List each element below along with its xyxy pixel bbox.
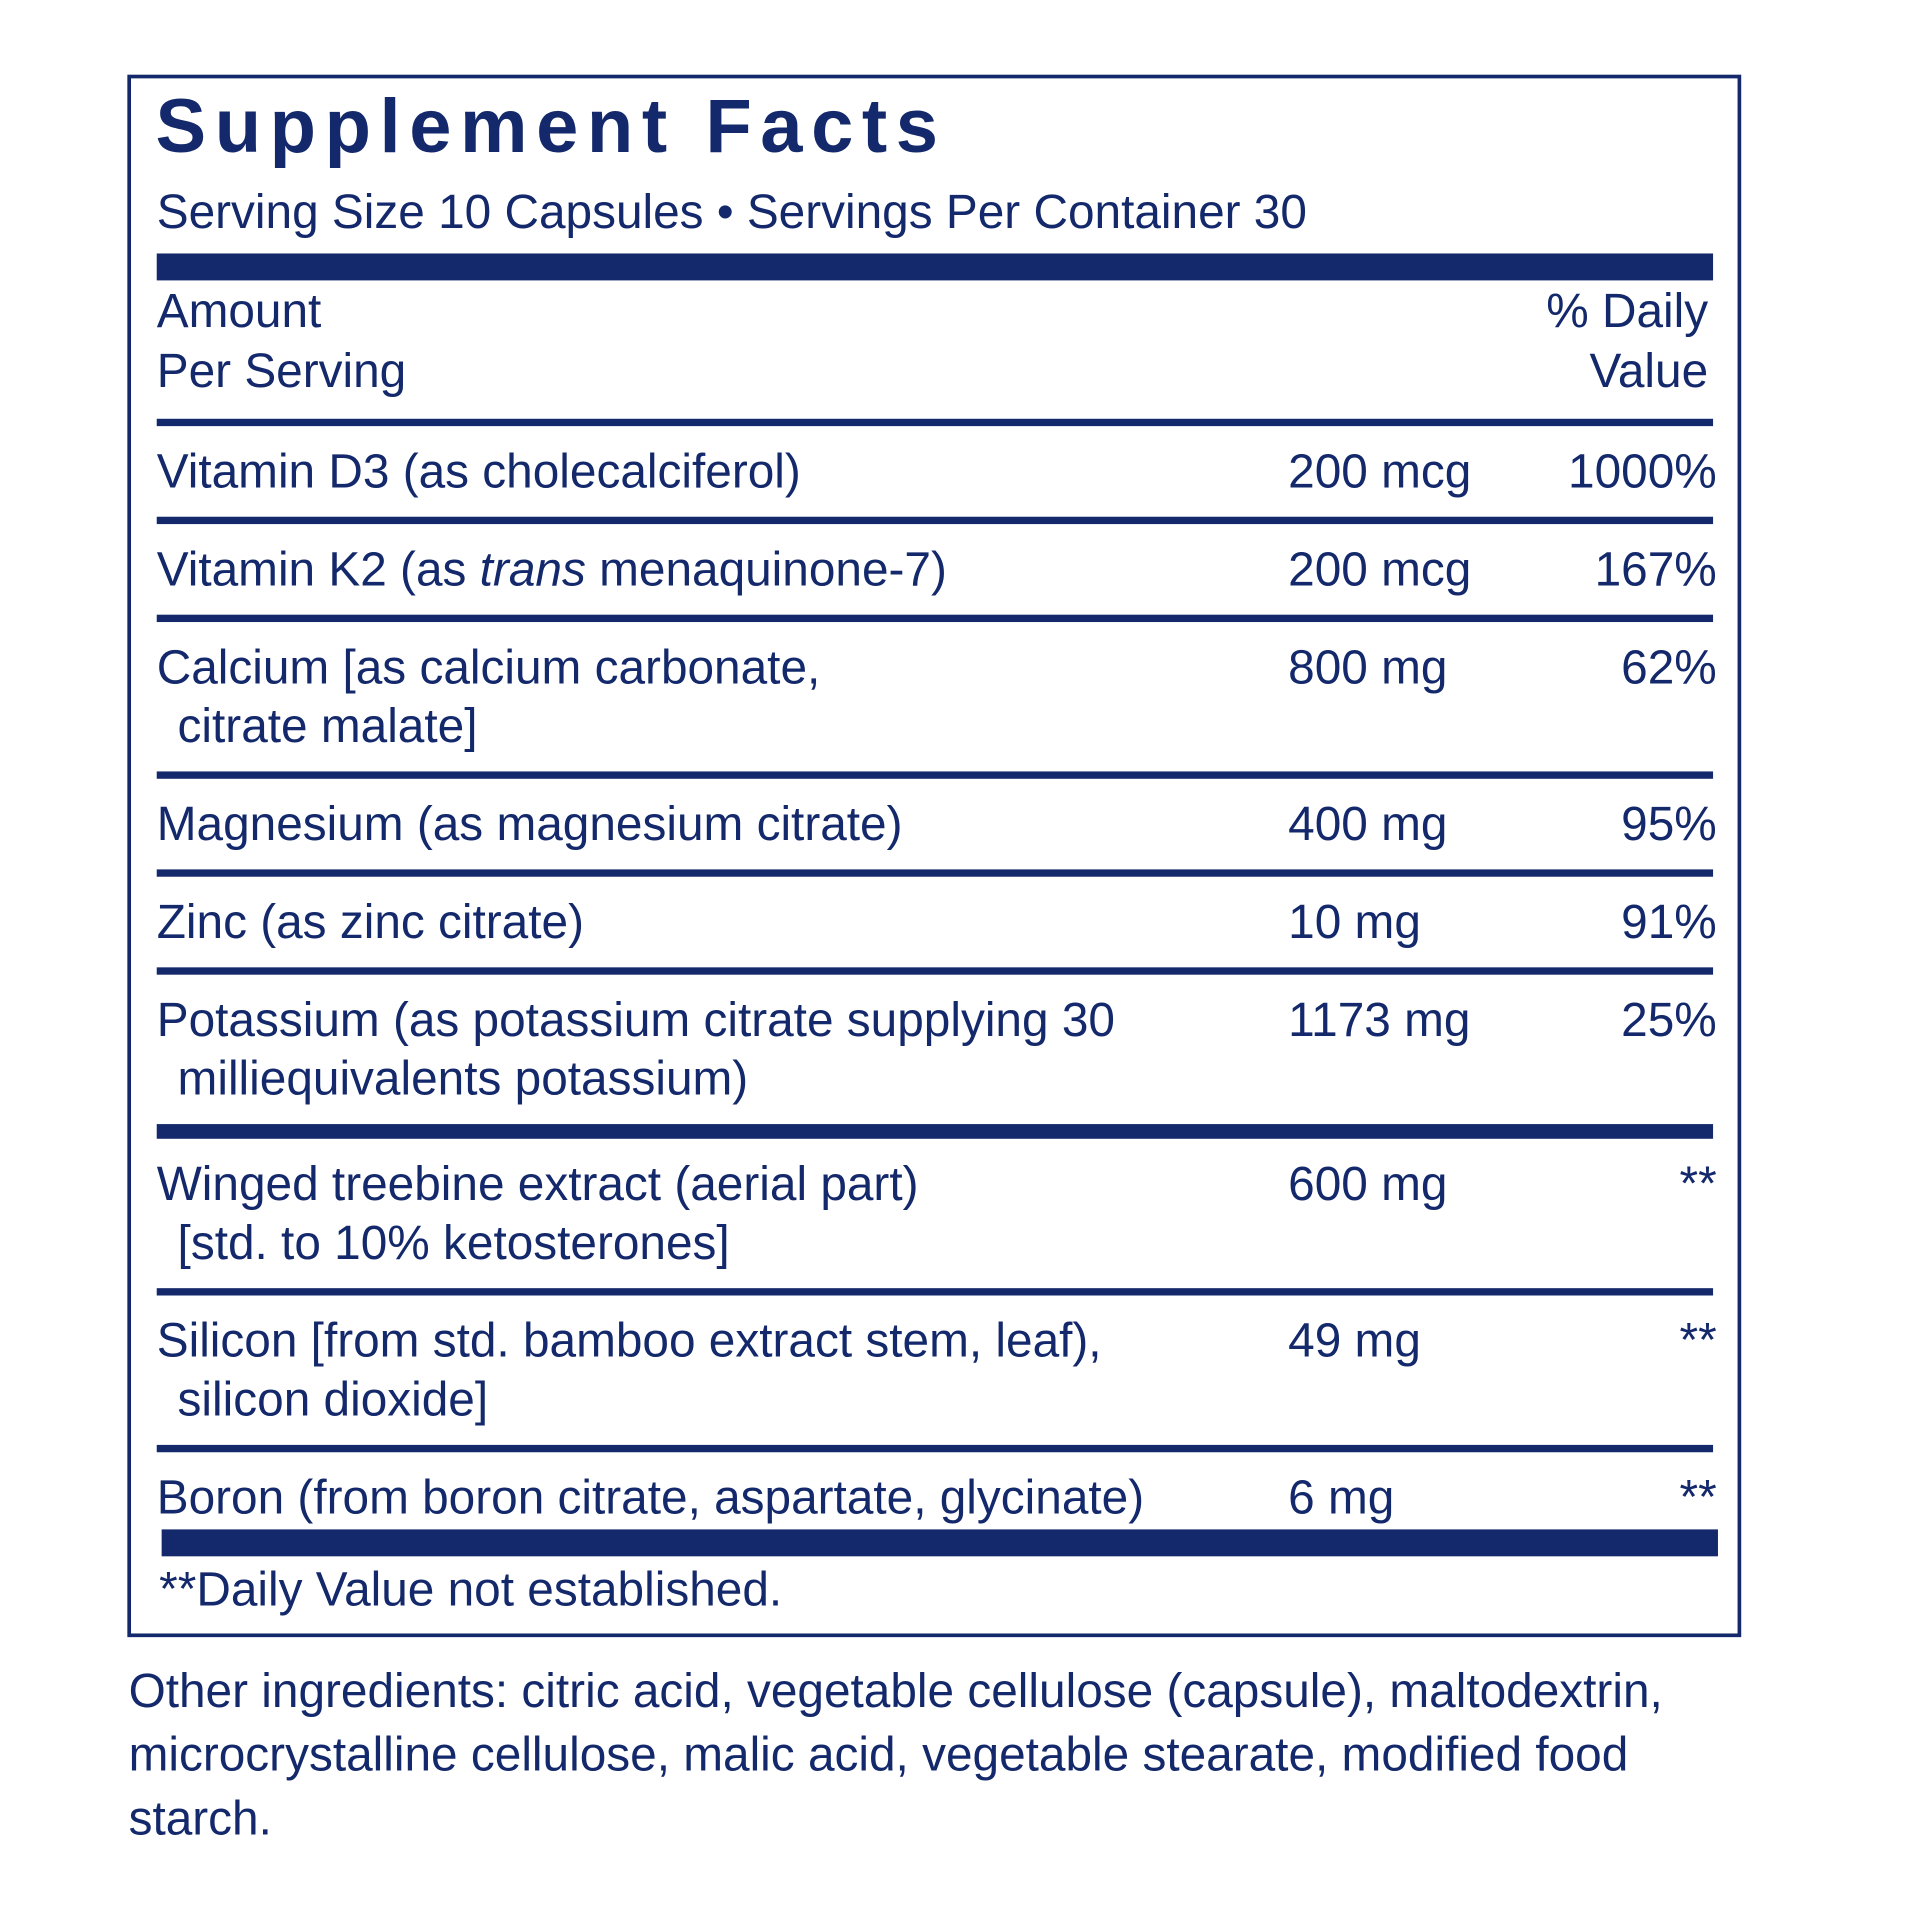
nutrient-name: Winged treebine extract (aerial part) [st… <box>157 1156 1713 1274</box>
name-line: milliequivalents potassium) <box>177 1053 749 1106</box>
serving-info: Serving Size 10 Capsules • Servings Per … <box>156 186 1307 239</box>
nutrient-name: Calcium [as calcium carbonate, citrate ma… <box>157 639 1713 757</box>
name-line: Magnesium (as magnesium citrate) <box>156 798 903 852</box>
nutrient-amount: 10 mg <box>1288 896 1421 949</box>
daily-value: ** <box>1679 1158 1717 1212</box>
name-line: Winged treebine extract (aerial part) <box>156 1158 919 1212</box>
daily-value: 1000% <box>1568 445 1717 499</box>
nutrient-row: Potassium (as potassium citrate supplyin… <box>156 975 1717 1139</box>
text-line: Other ingredients: citric acid, vegetabl… <box>128 1665 1663 1718</box>
daily-value: ** <box>1679 1315 1717 1368</box>
nutrient-row: Calcium [as calcium carbonate, citrate ma… <box>156 622 1717 779</box>
nutrient-name: Silicon [from std. bamboo extract stem, … <box>157 1313 1713 1431</box>
rule-thick <box>161 1529 1718 1557</box>
nutrient-rows: Vitamin D3 (as cholecalciferol) 200 mcg 10… <box>156 418 1717 1538</box>
nutrient-name: Vitamin D3 (as cholecalciferol) <box>157 443 1713 502</box>
header-amount: Amount Per Serving <box>157 282 407 402</box>
text-line: microcrystalline cellulose, malic acid, … <box>128 1728 1629 1782</box>
nutrient-name: Boron (from boron citrate, aspartate, gl… <box>157 1469 1713 1528</box>
text-line: Amount <box>156 285 322 338</box>
name-line: silicon dioxide] <box>177 1373 489 1427</box>
name-line: Vitamin K2 (as trans menaquinone-7) <box>157 541 1713 600</box>
name-segment: menaquinone-7) <box>585 543 947 597</box>
nutrient-row: Silicon [from std. bamboo extract stem, … <box>156 1296 1717 1453</box>
other-ingredients: Other ingredients: citric acid, vegetabl… <box>129 1660 1843 1851</box>
text-line: % Daily <box>1546 285 1709 338</box>
nutrient-name: Magnesium (as magnesium citrate) <box>157 796 1713 855</box>
nutrient-amount: 200 mcg <box>1288 543 1472 597</box>
daily-value: 91% <box>1621 896 1717 949</box>
panel-title: Supplement Facts <box>155 84 947 169</box>
nutrient-row: Vitamin D3 (as cholecalciferol) 200 mcg 10… <box>156 426 1717 525</box>
nutrient-amount: 1173 mg <box>1288 994 1471 1047</box>
rule-thick <box>156 253 1714 281</box>
daily-value: 95% <box>1621 798 1717 852</box>
text-line: Per Serving <box>156 345 407 398</box>
nutrient-amount: 600 mg <box>1288 1158 1448 1212</box>
nutrient-amount: 800 mg <box>1288 641 1448 695</box>
name-segment: Vitamin K2 (as <box>156 543 480 597</box>
nutrient-row: Vitamin K2 (as trans menaquinone-7) 200 m… <box>156 524 1717 623</box>
name-line: Boron (from boron citrate, aspartate, gl… <box>156 1471 1145 1525</box>
name-line: Silicon [from std. bamboo extract stem, … <box>156 1315 1102 1368</box>
daily-value: 62% <box>1621 641 1717 695</box>
name-line: citrate malate] <box>177 700 478 754</box>
name-line: [std. to 10% ketosterones] <box>177 1217 730 1270</box>
nutrient-row: Boron (from boron citrate, aspartate, gl… <box>157 1452 1717 1538</box>
name-line: Zinc (as zinc citrate) <box>156 896 584 949</box>
name-line: Calcium [as calcium carbonate, <box>156 641 821 695</box>
daily-value: 25% <box>1621 994 1717 1047</box>
nutrient-amount: 49 mg <box>1288 1315 1421 1368</box>
name-line: Vitamin D3 (as cholecalciferol) <box>156 445 801 499</box>
nutrient-name: Vitamin K2 (as trans menaquinone-7) <box>157 541 1713 600</box>
nutrient-row: Winged treebine extract (aerial part) [st… <box>156 1139 1717 1296</box>
name-line: Potassium (as potassium citrate supplyin… <box>156 994 1115 1047</box>
header-daily-value: % Daily Value <box>1546 282 1708 402</box>
nutrient-name: Potassium (as potassium citrate supplyin… <box>157 992 1713 1110</box>
nutrient-row: Magnesium (as magnesium citrate) 400 mg 95… <box>156 779 1717 877</box>
nutrient-name: Zinc (as zinc citrate) <box>157 894 1713 953</box>
nutrient-amount: 200 mcg <box>1288 445 1472 499</box>
nutrient-amount: 6 mg <box>1288 1471 1395 1525</box>
facts-panel: Supplement Facts Serving Size 10 Capsule… <box>127 74 1742 1638</box>
nutrient-amount: 400 mg <box>1288 798 1448 852</box>
daily-value: ** <box>1679 1471 1717 1525</box>
daily-value: 167% <box>1594 543 1717 597</box>
name-segment: trans <box>479 543 586 597</box>
text-line: starch. <box>128 1792 272 1846</box>
nutrient-row: Zinc (as zinc citrate) 10 mg 91% <box>156 877 1717 975</box>
text-line: Value <box>1589 345 1709 398</box>
footnote: **Daily Value not established. <box>159 1563 783 1617</box>
